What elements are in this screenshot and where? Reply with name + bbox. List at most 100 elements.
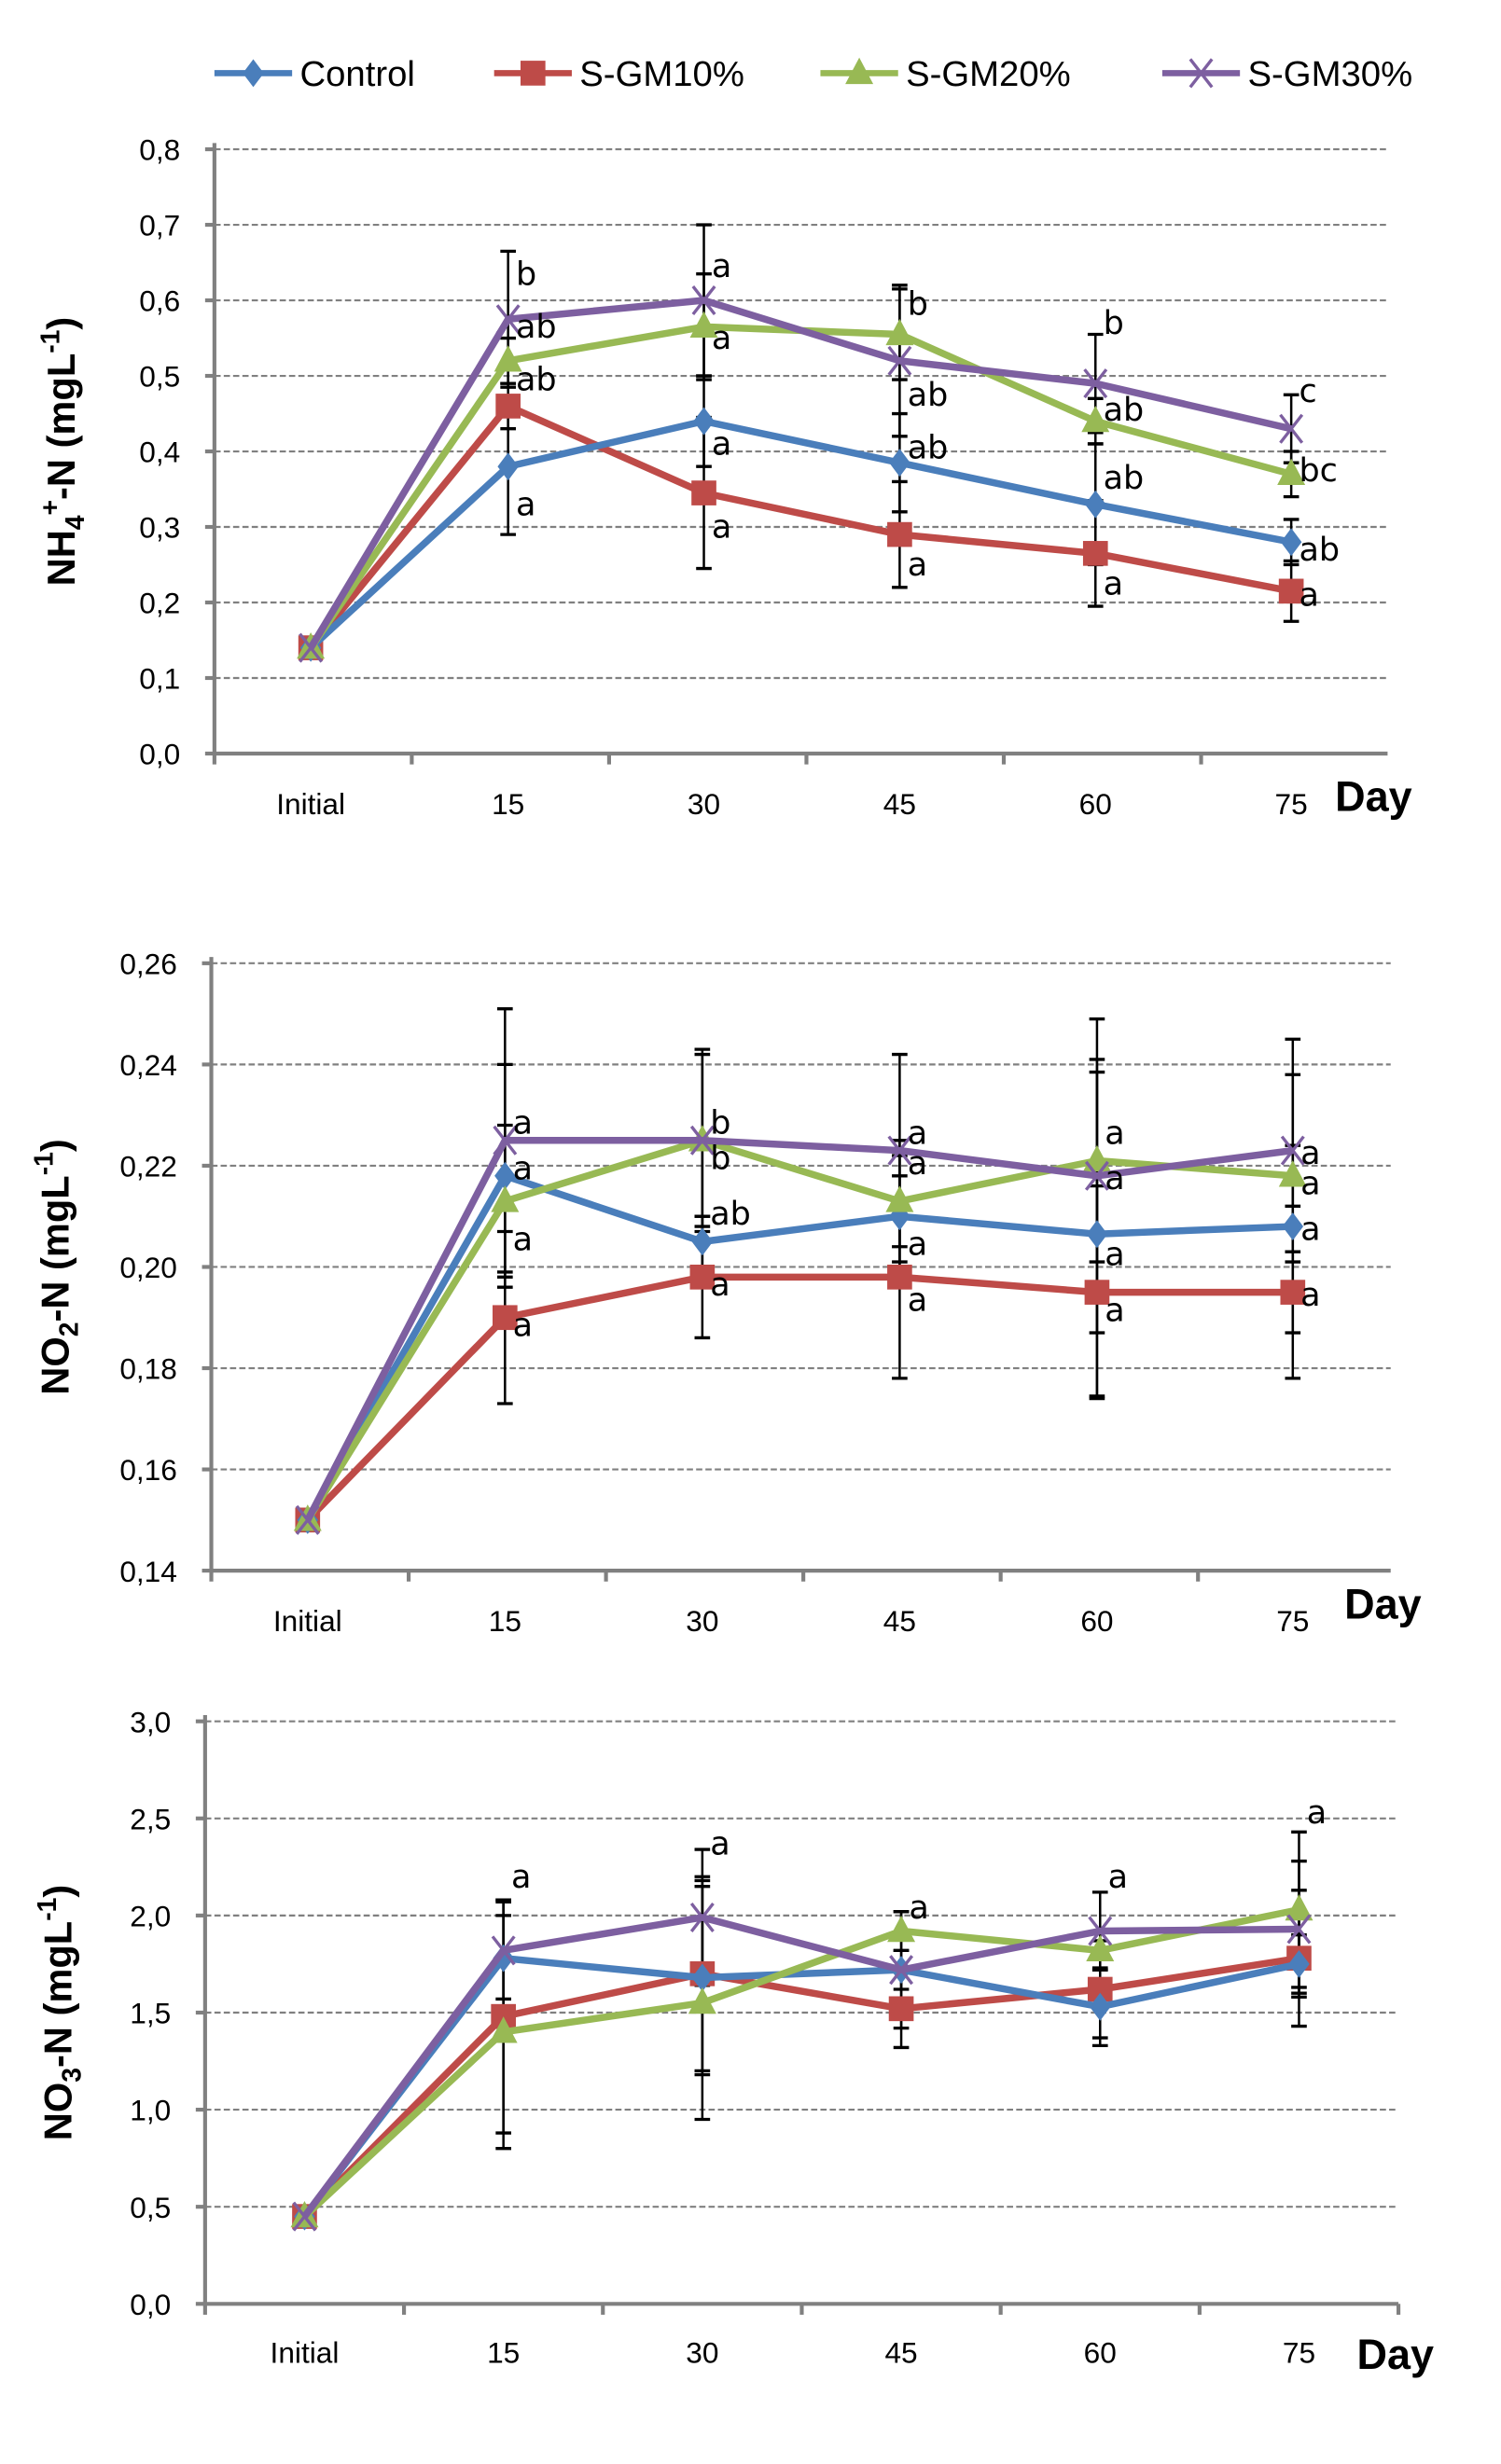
series-line-s-gm10 [301,1954,1300,2220]
y-tick-label: 0,0 [139,738,180,771]
significance-label: a [516,486,535,523]
legend-label: Control [299,54,414,94]
x-tick-label: 45 [883,1604,916,1638]
significance-label: a [1105,1237,1124,1274]
significance-label: ab [710,1196,751,1233]
x-tick-label: 15 [492,787,524,821]
chart-no3: 0,0 0,5 1,0 1,5 2,0 2,5 3,0 Initial 15 30 45 60 75 Da… [32,1705,1434,2378]
legend-item: S-GM30% [1161,54,1412,94]
significance-label: b [1104,305,1124,342]
legend-marker-x [1188,58,1214,89]
y-tick-label: 1,0 [130,2094,171,2127]
chart-no2: 0,14 0,16 0,18 0,20 0,22 0,24 0,26 Initial 15 30 4… [29,948,1422,1639]
y-tick-label: 0,16 [119,1453,177,1487]
data-point [691,285,716,316]
significance-label: a [1299,577,1318,615]
significance-label: a [513,1308,533,1345]
data-point [887,1135,912,1166]
significance-label: ab [1104,460,1145,497]
significance-label: a [712,426,731,464]
significance-label: a [908,1114,927,1152]
y-tick-label: 0,2 [139,587,180,620]
x-tick-label: 45 [884,2336,917,2370]
y-axis-title: NO3-N (mgL-1) [32,1885,87,2140]
data-point [1278,1160,1307,1187]
data-point [295,1504,320,1535]
x-axis-title: Day [1356,2331,1434,2378]
significance-label: a [1108,1859,1128,1896]
significance-label: a [712,320,731,357]
data-point [493,1125,518,1156]
y-axis-title: NO2-N (mgL-1) [29,1139,84,1394]
x-tick-label: 45 [883,787,916,821]
x-tick-label: 30 [686,1604,718,1638]
significance-label: a [908,1226,927,1264]
significance-label: a [710,1267,730,1304]
series-line-control [301,1954,1300,2219]
series-line-s-gm10 [305,1273,1293,1523]
data-point [489,2016,518,2043]
series-line-s-gm10 [308,402,1292,650]
y-tick-label: 0,14 [119,1555,177,1588]
significance-label: ab [1104,392,1145,429]
x-tick-label: 75 [1276,1604,1309,1638]
significance-label: a [710,1826,730,1863]
series-line-s-gm20 [301,1905,1300,2220]
data-point [887,345,912,376]
significance-label: b [908,286,928,324]
data-point [1285,1893,1313,1921]
data-point [1280,1135,1305,1166]
significance-label: c [1299,373,1316,410]
data-point [1088,1916,1113,1946]
legend-label: S-GM10% [579,54,744,94]
significance-label: a [712,248,731,285]
x-tick-label: 60 [1079,787,1112,821]
y-tick-label: 0,22 [119,1150,177,1184]
significance-label: a [909,1890,928,1927]
x-tick-label: 30 [688,787,720,821]
significance-label: a [1300,1135,1320,1172]
data-point [497,452,519,481]
data-point [1278,578,1304,604]
data-point [693,407,715,436]
legend-item: S-GM20% [820,54,1071,94]
y-tick-label: 0,3 [139,511,180,545]
data-point [1081,405,1110,433]
data-point [885,1185,914,1212]
y-tick-label: 0,5 [139,360,180,394]
data-point [1280,528,1302,557]
legend-marker-square [520,61,546,86]
significance-label: a [908,1145,927,1183]
y-tick-label: 0,7 [139,209,180,242]
series-line-s-gm30 [304,1137,1294,1522]
significance-label: a [908,1281,927,1319]
significance-label: ab [516,362,557,399]
legend-label: S-GM20% [906,54,1071,94]
data-point [691,1963,714,1992]
significance-label: a [1105,1292,1124,1329]
significance-label: a [511,1859,531,1896]
data-point [1082,541,1108,566]
data-point [888,1996,914,2022]
data-point [689,1125,715,1156]
significance-label: a [1104,565,1123,602]
y-tick-label: 0,0 [130,2288,171,2321]
significance-label: ab [908,377,949,414]
x-axis-title: Day [1344,1581,1422,1628]
series-line-control [308,417,1292,651]
legend-item: S-GM10% [493,54,744,94]
y-tick-label: 0,8 [139,133,180,167]
y-tick-label: 0,20 [119,1251,177,1284]
significance-label: a [1105,1114,1124,1152]
y-tick-label: 0,26 [119,948,177,981]
data-point [495,394,521,419]
series-line-control [304,1172,1293,1522]
data-point [689,1902,715,1932]
legend-marker-diamond [243,59,264,88]
y-tick-label: 0,18 [119,1352,177,1386]
data-point [1280,1280,1306,1305]
data-point [1084,1160,1109,1191]
significance-label: bc [1299,452,1337,490]
data-point [889,449,910,478]
data-point [493,1305,518,1331]
